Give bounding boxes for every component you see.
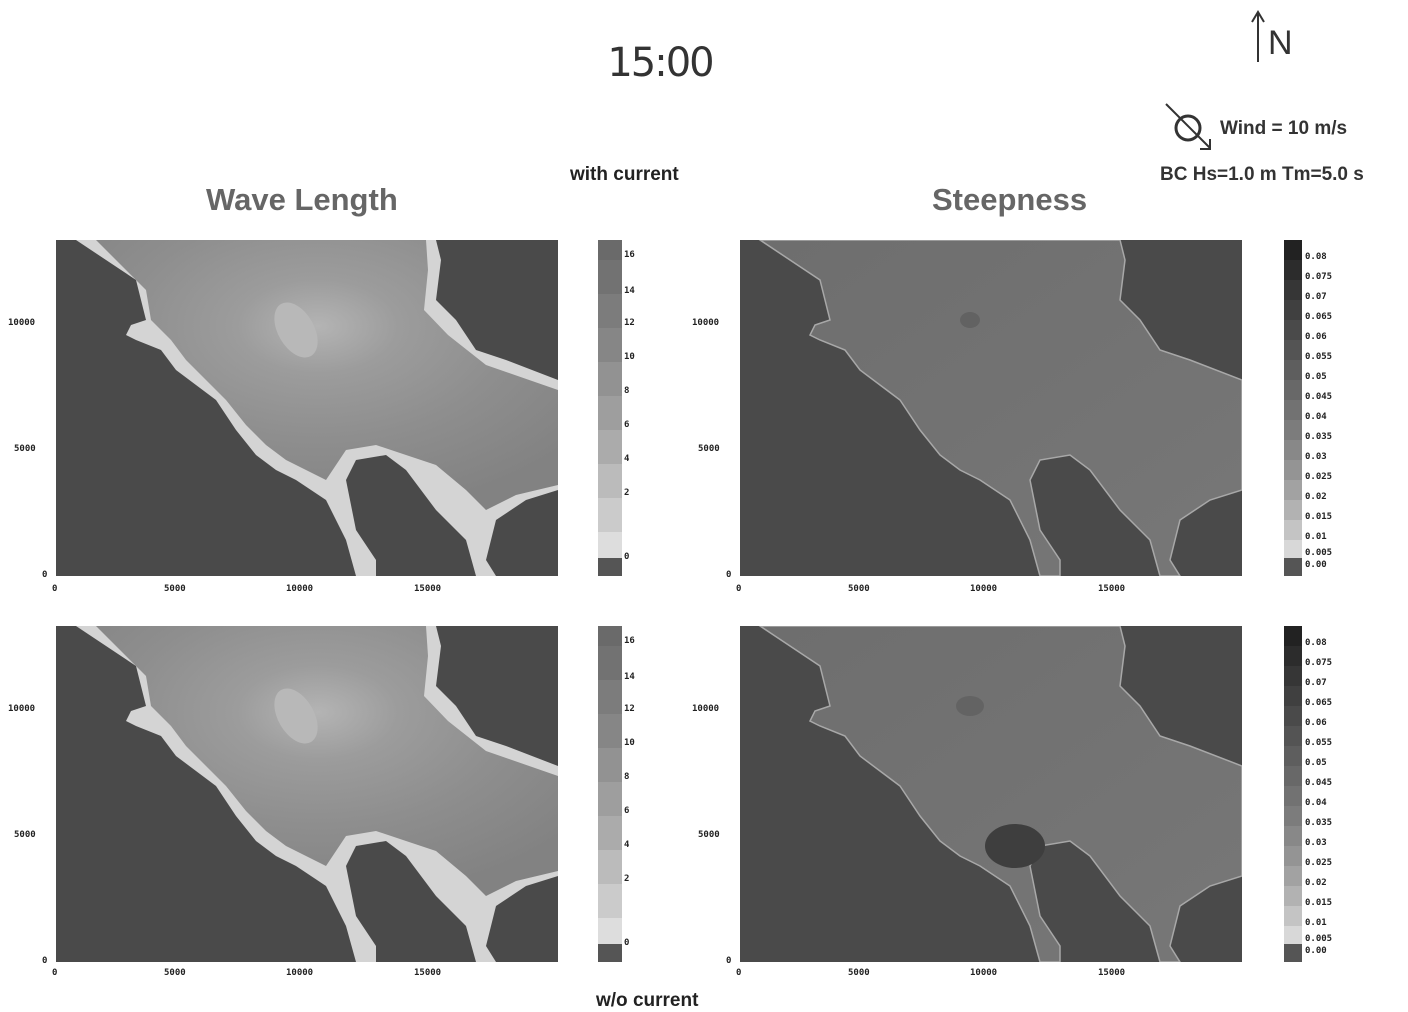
x-tick-label: 5000 [164, 968, 186, 978]
y-tick-label: 5000 [14, 830, 36, 840]
cbar-st-bottom-tick: 0.01 [1305, 918, 1327, 928]
steepness-colorbar-top [1284, 240, 1302, 576]
x-tick-label: 5000 [848, 968, 870, 978]
cbar-wl-top-tick: 16 [624, 250, 635, 260]
y-tick-label: 0 [726, 570, 732, 580]
north-arrow-icon [1251, 10, 1265, 62]
cbar-wl-top-tick: 8 [624, 386, 630, 396]
cbar-st-top-tick: 0.005 [1305, 548, 1333, 558]
cbar-wl-top-tick: 12 [624, 318, 635, 328]
wave-length-title: Wave Length [206, 182, 398, 217]
wind-direction-icon [1165, 103, 1211, 150]
steepness-map-bottom [740, 625, 1243, 963]
cbar-st-bottom-tick: 0.055 [1305, 738, 1333, 748]
cbar-st-top-tick: 0.01 [1305, 532, 1327, 542]
x-tick-label: 0 [736, 968, 742, 978]
y-tick-label: 0 [42, 956, 48, 966]
x-tick-label: 0 [736, 584, 742, 594]
cbar-wl-bottom-tick: 14 [624, 672, 635, 682]
cbar-st-bottom-tick: 0.07 [1305, 678, 1327, 688]
x-tick-label: 10000 [286, 584, 314, 594]
cbar-wl-top-tick: 14 [624, 286, 635, 296]
y-tick-label: 5000 [14, 444, 36, 454]
y-tick-label: 10000 [8, 704, 36, 714]
cbar-st-top-tick: 0.015 [1305, 512, 1333, 522]
bottom-row-label: w/o current [596, 990, 699, 1011]
steepness-map-top [740, 239, 1243, 577]
cbar-st-bottom-tick: 0.06 [1305, 718, 1327, 728]
cbar-st-bottom-tick: 0.05 [1305, 758, 1327, 768]
steepness-colorbar-bottom [1284, 626, 1302, 962]
time-label: 15:00 [607, 40, 714, 86]
x-tick-label: 15000 [1098, 584, 1126, 594]
cbar-wl-bottom-tick: 6 [624, 806, 630, 816]
wave-length-colorbar-bottom [598, 626, 622, 962]
cbar-st-bottom-tick: 0.00 [1305, 946, 1327, 956]
x-tick-label: 10000 [970, 968, 998, 978]
x-tick-label: 5000 [164, 584, 186, 594]
y-tick-label: 5000 [698, 830, 720, 840]
x-tick-label: 0 [52, 968, 58, 978]
cbar-st-top-tick: 0.04 [1305, 412, 1327, 422]
y-tick-label: 0 [42, 570, 48, 580]
y-tick-label: 10000 [692, 318, 720, 328]
x-tick-label: 15000 [414, 968, 442, 978]
cbar-wl-top-tick: 0 [624, 552, 630, 562]
cbar-wl-bottom-tick: 0 [624, 938, 630, 948]
cbar-wl-top-tick: 4 [624, 454, 630, 464]
cbar-st-top-tick: 0.03 [1305, 452, 1327, 462]
cbar-st-top-tick: 0.06 [1305, 332, 1327, 342]
cbar-wl-bottom-tick: 2 [624, 874, 630, 884]
cbar-st-top-tick: 0.02 [1305, 492, 1327, 502]
cbar-wl-top-tick: 10 [624, 352, 635, 362]
north-label: N [1268, 24, 1293, 62]
cbar-st-top-tick: 0.035 [1305, 432, 1333, 442]
cbar-st-top-tick: 0.045 [1305, 392, 1333, 402]
x-tick-label: 0 [52, 584, 58, 594]
cbar-st-top-tick: 0.05 [1305, 372, 1327, 382]
cbar-wl-bottom-tick: 10 [624, 738, 635, 748]
wave-length-map-top [56, 240, 558, 576]
cbar-wl-top-tick: 2 [624, 488, 630, 498]
wind-speed-label: Wind = 10 m/s [1220, 118, 1348, 139]
wave-length-map-bottom [56, 626, 558, 962]
cbar-st-top-tick: 0.08 [1305, 252, 1327, 262]
cbar-st-bottom-tick: 0.035 [1305, 818, 1333, 828]
y-tick-label: 0 [726, 956, 732, 966]
y-tick-label: 10000 [692, 704, 720, 714]
steepness-title: Steepness [932, 182, 1088, 217]
cbar-wl-bottom-tick: 8 [624, 772, 630, 782]
cbar-st-top-tick: 0.075 [1305, 272, 1333, 282]
cbar-st-bottom-tick: 0.02 [1305, 878, 1327, 888]
x-tick-label: 10000 [286, 968, 314, 978]
cbar-st-top-tick: 0.07 [1305, 292, 1327, 302]
wave-length-colorbar-top [598, 240, 622, 576]
top-row-label: with current [570, 164, 679, 185]
cbar-st-top-tick: 0.065 [1305, 312, 1333, 322]
cbar-wl-bottom-tick: 16 [624, 636, 635, 646]
cbar-wl-bottom-tick: 12 [624, 704, 635, 714]
cbar-st-bottom-tick: 0.065 [1305, 698, 1333, 708]
y-tick-label: 5000 [698, 444, 720, 454]
y-tick-label: 10000 [8, 318, 36, 328]
boundary-condition-label: BC Hs=1.0 m Tm=5.0 s [1160, 164, 1364, 185]
cbar-wl-top-tick: 6 [624, 420, 630, 430]
cbar-st-top-tick: 0.055 [1305, 352, 1333, 362]
cbar-st-top-tick: 0.025 [1305, 472, 1333, 482]
cbar-st-bottom-tick: 0.005 [1305, 934, 1333, 944]
cbar-st-bottom-tick: 0.025 [1305, 858, 1333, 868]
cbar-st-bottom-tick: 0.04 [1305, 798, 1327, 808]
cbar-st-bottom-tick: 0.045 [1305, 778, 1333, 788]
cbar-st-bottom-tick: 0.015 [1305, 898, 1333, 908]
x-tick-label: 5000 [848, 584, 870, 594]
x-tick-label: 10000 [970, 584, 998, 594]
cbar-st-bottom-tick: 0.075 [1305, 658, 1333, 668]
cbar-st-bottom-tick: 0.08 [1305, 638, 1327, 648]
cbar-st-bottom-tick: 0.03 [1305, 838, 1327, 848]
cbar-st-top-tick: 0.00 [1305, 560, 1327, 570]
cbar-wl-bottom-tick: 4 [624, 840, 630, 850]
x-tick-label: 15000 [1098, 968, 1126, 978]
x-tick-label: 15000 [414, 584, 442, 594]
